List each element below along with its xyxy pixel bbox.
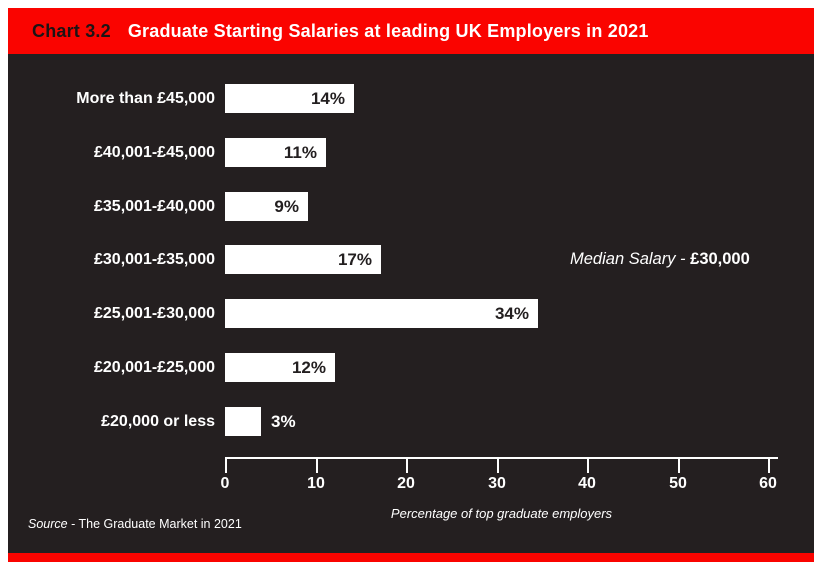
bar-value-label: 34% [494,304,529,323]
category-label: £20,001-£25,000 [94,359,215,376]
source-note: Source - The Graduate Market in 2021 [28,517,242,531]
x-axis-tick-label: 40 [578,475,596,492]
x-axis-tick [497,457,499,473]
x-axis-tick-label: 50 [669,475,687,492]
x-axis-tick [406,457,408,473]
bar-row: £40,001-£45,000 11% [8,138,814,167]
category-label: £25,001-£30,000 [94,305,215,322]
category-label: £40,001-£45,000 [94,144,215,161]
x-axis-tick [225,457,227,473]
bar-value-label: 9% [274,197,299,216]
median-salary-value: £30,000 [690,250,750,268]
source-text: - The Graduate Market in 2021 [67,517,242,531]
x-axis-tick-label: 20 [397,475,415,492]
bar: 11% [225,138,326,167]
bar-row: £20,001-£25,000 12% [8,353,814,382]
x-axis-label: Percentage of top graduate employers [390,506,613,521]
bar-value-label: 14% [310,89,345,108]
bar-row: £20,000 or less 3% [8,407,814,436]
bar-row: £30,001-£35,000 17% [8,245,814,274]
bar-value-label: 17% [337,250,372,269]
x-axis-tick [587,457,589,473]
bar-row: More than £45,000 14% [8,84,814,113]
x-axis-tick-label: 60 [759,475,777,492]
category-label: £20,000 or less [101,413,215,430]
chart-title: Graduate Starting Salaries at leading UK… [127,20,649,41]
median-salary-annotation: Median Salary - £30,000 [570,250,750,269]
bar-row: £25,001-£30,000 34% [8,299,814,328]
bar-value-label: 11% [283,143,317,162]
x-axis-line [225,457,778,459]
x-axis-tick-label: 10 [307,475,325,492]
x-axis-tick-label: 30 [488,475,506,492]
bar-value-label: 3% [271,412,296,431]
chart-panel: Percentage of top graduate employers Med… [8,54,814,553]
bar: 12% [225,353,335,382]
source-prefix: Source [28,517,68,531]
x-axis-tick-label: 0 [220,475,230,492]
x-axis-tick [768,457,770,473]
bar: 34% [225,299,538,328]
bar-row: £35,001-£40,000 9% [8,192,814,221]
median-salary-label: Median Salary - [570,250,691,268]
bar: 17% [225,245,381,274]
bar-value-label: 12% [291,358,326,377]
x-axis-tick [678,457,680,473]
footer-accent-strip [8,553,814,562]
chart-header-bar: Chart 3.2 Graduate Starting Salaries at … [8,8,814,54]
bar: 9% [225,192,308,221]
category-label: More than £45,000 [76,90,215,107]
x-axis-tick [316,457,318,473]
bar [225,407,261,436]
chart-number: Chart 3.2 [32,20,111,41]
category-label: £30,001-£35,000 [94,251,215,268]
category-label: £35,001-£40,000 [94,198,215,215]
bar: 14% [225,84,354,113]
